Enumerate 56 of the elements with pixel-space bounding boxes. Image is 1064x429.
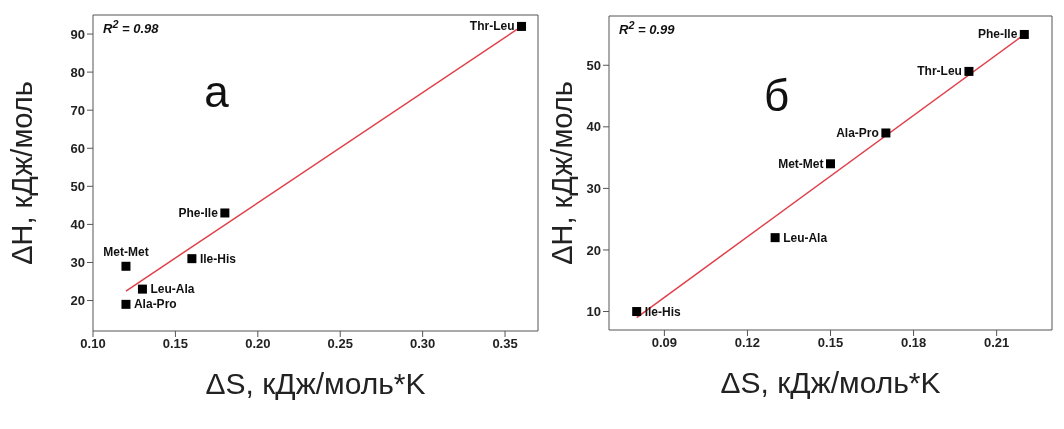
data-label: Met-Met	[103, 245, 149, 260]
x-axis-title: ΔS, кДж/моль*K	[205, 367, 426, 401]
point	[632, 307, 642, 317]
annotation: R$^{2}$ = 0.98	[103, 18, 159, 37]
data-label: Thr-Leu	[917, 64, 962, 79]
data-label: Phe-Ile	[178, 205, 219, 220]
point	[121, 261, 131, 271]
x-tick-label: 0.15	[162, 336, 189, 352]
y-tick-label: 30	[70, 255, 85, 271]
point	[517, 21, 527, 31]
x-tick-label: 0.10	[80, 336, 106, 352]
y-tick-label: 20	[586, 242, 601, 258]
data-label: Ala-Pro	[133, 297, 177, 312]
point	[826, 159, 835, 169]
data-label: Thr-Leu	[469, 19, 515, 34]
data-label: Phe-Ile	[977, 27, 1018, 42]
x-tick-label: 0.30	[409, 336, 436, 352]
annotation: а	[204, 67, 229, 117]
y-tick-label: 50	[586, 57, 601, 73]
x-tick-label: 0.35	[492, 336, 518, 352]
point	[881, 128, 891, 138]
point	[1019, 29, 1029, 39]
y-axis-title: ΔH, кДж/моль	[6, 81, 38, 265]
y-tick-label: 20	[70, 293, 85, 309]
y-axis-title: ΔH, кДж/моль	[546, 81, 578, 265]
x-tick-label: 0.09	[651, 335, 678, 351]
point	[964, 66, 974, 76]
point	[121, 299, 131, 309]
y-tick-label: 60	[70, 140, 85, 156]
point	[770, 233, 780, 243]
y-tick-label: 30	[586, 181, 601, 197]
x-tick-label: 0.21	[983, 335, 1010, 351]
x-tick-label: 0.25	[327, 336, 353, 352]
data-label: Ile-His	[644, 304, 682, 319]
data-label: Ile-His	[199, 251, 237, 266]
x-tick-label: 0.15	[817, 335, 844, 351]
y-tick-label: 90	[70, 26, 85, 42]
y-tick-label: 70	[70, 102, 85, 118]
y-tick-label: 10	[586, 304, 601, 320]
data-label: Leu-Ala	[150, 282, 195, 297]
data-label: Met-Met	[778, 156, 824, 171]
x-tick-label: 0.12	[734, 335, 761, 351]
data-label: Leu-Ala	[783, 230, 828, 245]
point	[137, 284, 147, 294]
point	[220, 208, 230, 218]
y-tick-label: 80	[70, 64, 85, 80]
y-tick-label: 40	[70, 217, 85, 233]
annotation: R$^{2}$ = 0.99	[619, 19, 675, 38]
x-tick-label: 0.20	[245, 336, 271, 352]
data-label: Ala-Pro	[836, 125, 879, 140]
point	[187, 254, 197, 264]
annotation: б	[764, 70, 790, 120]
y-tick-label: 40	[586, 119, 601, 135]
y-tick-label: 50	[70, 178, 85, 194]
x-tick-label: 0.18	[900, 335, 927, 351]
x-axis-title: ΔS, кДж/моль*K	[720, 366, 941, 400]
